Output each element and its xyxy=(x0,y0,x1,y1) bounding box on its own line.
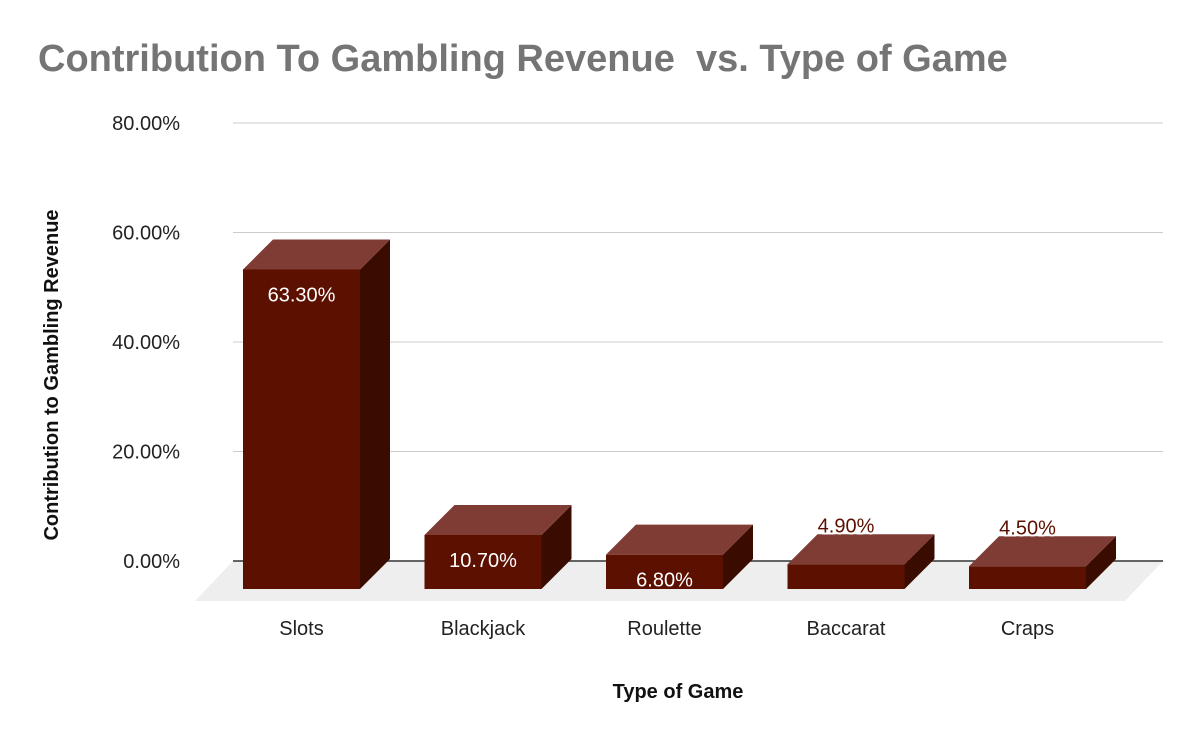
data-label: 4.90% xyxy=(818,515,875,537)
x-category-label: Baccarat xyxy=(807,618,886,640)
bar-top-face xyxy=(969,536,1116,567)
y-axis-ticks: 0.00% 20.00% 40.00% 60.00% 80.00% xyxy=(112,113,180,573)
bar-top-face xyxy=(424,504,572,535)
bar-top-face xyxy=(787,534,935,565)
x-axis-title: Type of Game xyxy=(613,681,744,703)
y-tick-label: 60.00% xyxy=(112,223,180,245)
bar-top-face xyxy=(606,524,753,555)
bar-side-face xyxy=(723,524,753,589)
x-category-label: Craps xyxy=(1001,618,1054,640)
bar-top-face xyxy=(243,239,390,270)
x-axis-categories: Slots Blackjack Roulette Baccarat Craps xyxy=(279,618,1054,640)
data-label: 6.80% xyxy=(636,570,693,592)
y-tick-label: 0.00% xyxy=(123,551,180,573)
y-tick-label: 20.00% xyxy=(112,442,180,464)
data-label: 63.30% xyxy=(268,284,336,306)
bar-side-face xyxy=(904,534,935,589)
bar-side-face xyxy=(1086,536,1116,589)
data-label: 4.50% xyxy=(999,517,1056,539)
y-tick-label: 80.00% xyxy=(112,113,180,135)
y-tick-label: 40.00% xyxy=(112,332,180,354)
bar-front-face xyxy=(424,534,542,589)
y-axis-title: Contribution to Gambling Revenue xyxy=(41,209,63,540)
chart-title: Contribution To Gambling Revenue vs. Typ… xyxy=(38,38,1008,80)
x-category-label: Blackjack xyxy=(441,618,526,640)
bar: 4.50% xyxy=(969,515,1116,589)
x-category-label: Roulette xyxy=(627,618,702,640)
bar: 6.80% xyxy=(606,524,753,592)
data-label: 10.70% xyxy=(449,550,517,572)
bar-front-face xyxy=(969,566,1086,589)
bar: 4.90% xyxy=(787,513,935,589)
bars: 63.30% 10.70% 6.80% 4.90% 4.50% xyxy=(243,239,1116,592)
bar: 63.30% xyxy=(243,239,390,589)
bar-side-face xyxy=(360,239,390,589)
bar: 10.70% xyxy=(424,504,572,589)
x-category-label: Slots xyxy=(279,618,323,640)
bar-front-face xyxy=(243,269,360,589)
bar-side-face xyxy=(541,504,572,589)
bar-front-face xyxy=(787,564,905,589)
bar-front-face xyxy=(606,554,723,589)
